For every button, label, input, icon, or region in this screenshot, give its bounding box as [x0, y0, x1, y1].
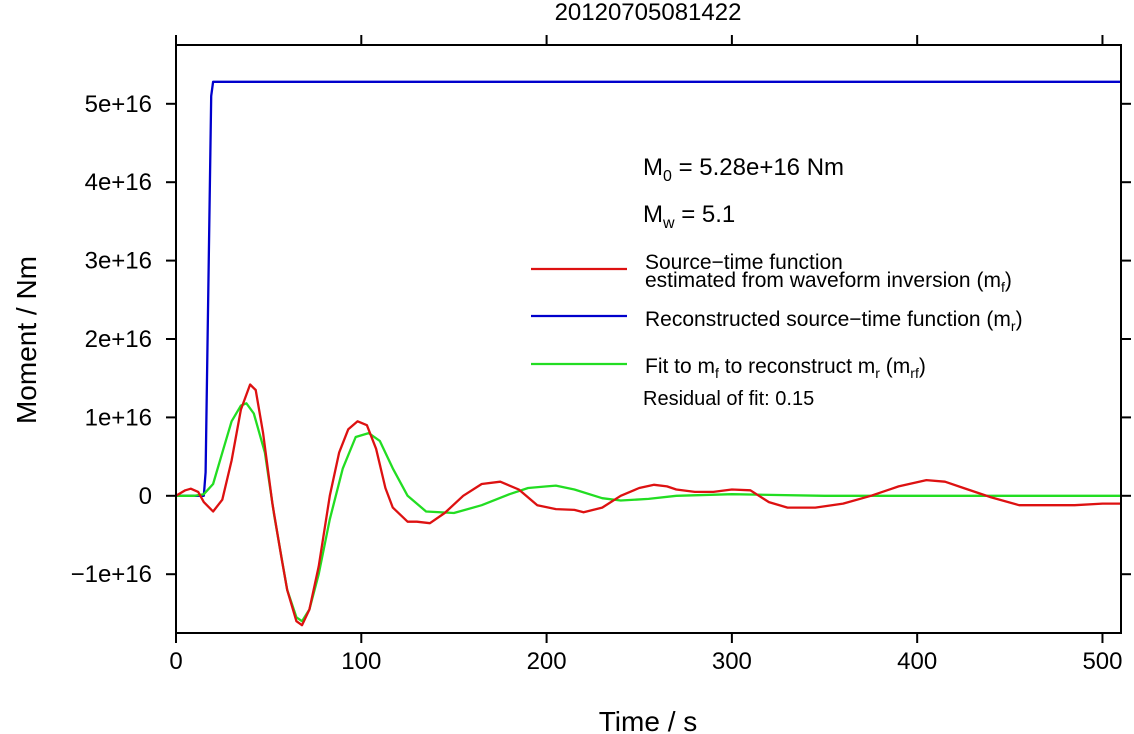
x-tick-label: 100 [341, 648, 381, 675]
legend-text: ) [1016, 308, 1023, 331]
m0-annotation: M0 = 5.28e+16 Nm [643, 154, 844, 185]
residual-annotation: Residual of fit: 0.15 [643, 388, 814, 410]
annotations: M0 = 5.28e+16 Nm Mw = 5.1 Residual of fi… [643, 154, 844, 410]
legend-subscript: r [1011, 318, 1016, 334]
y-axis: −1e+16 0 1e+16 2e+16 3e+16 4e+16 5e+16 [71, 91, 1131, 588]
legend-text: Source−time function [645, 251, 843, 274]
x-tick-label: 200 [527, 648, 567, 675]
series-line-0 [175, 383, 1121, 627]
legend-text: (m [880, 355, 910, 378]
legend-text: Reconstructed source−time function (m [645, 308, 1011, 331]
y-tick-label: 2e+16 [85, 326, 152, 353]
legend-label: Fit to mf to reconstruct mr (mrf) [645, 355, 926, 381]
legend-subscript: f [1001, 279, 1005, 295]
legend-subscript: r [875, 365, 880, 381]
legend-label: Source−time function [645, 251, 843, 274]
y-tick-label: 3e+16 [85, 248, 152, 275]
x-tick-label: 500 [1082, 648, 1122, 675]
series-line-2 [176, 402, 1121, 623]
y-tick-label: 5e+16 [85, 91, 152, 118]
x-tick-label: 400 [897, 648, 937, 675]
x-axis-label: Time / s [599, 706, 698, 734]
x-tick-label: 0 [169, 648, 182, 675]
y-tick-label: 1e+16 [85, 404, 152, 431]
series-lines [175, 80, 1121, 627]
mw-annotation: Mw = 5.1 [643, 201, 735, 232]
y-tick-label: −1e+16 [71, 561, 152, 588]
legend-text: to reconstruct m [719, 355, 875, 378]
x-tick-label: 300 [712, 648, 752, 675]
legend-label: estimated from waveform inversion (mf) [645, 269, 1012, 295]
legend-text: Fit to m [645, 355, 715, 378]
mw-symbol: M [643, 201, 663, 228]
legend-subscript: f [715, 365, 719, 381]
m0-symbol: M [643, 154, 663, 181]
chart-title: 20120705081422 [555, 0, 742, 26]
m0-value: = 5.28e+16 Nm [672, 154, 844, 181]
plot-frame [175, 44, 1122, 634]
y-tick-label: 0 [139, 483, 152, 510]
legend-text: ) [1005, 269, 1012, 292]
mw-subscript: w [662, 215, 675, 232]
mw-value: = 5.1 [675, 201, 736, 228]
legend-text: estimated from waveform inversion (m [645, 269, 1001, 292]
y-axis-label: Moment / Nm [11, 256, 42, 424]
legend-label: Reconstructed source−time function (mr) [645, 308, 1023, 334]
y-tick-label: 4e+16 [85, 169, 152, 196]
legend-subscript: rf [910, 365, 919, 381]
legend-text: ) [919, 355, 926, 378]
series-line-1 [176, 80, 1121, 497]
x-axis: 0 100 200 300 400 500 [169, 35, 1122, 675]
m0-subscript: 0 [663, 168, 672, 185]
